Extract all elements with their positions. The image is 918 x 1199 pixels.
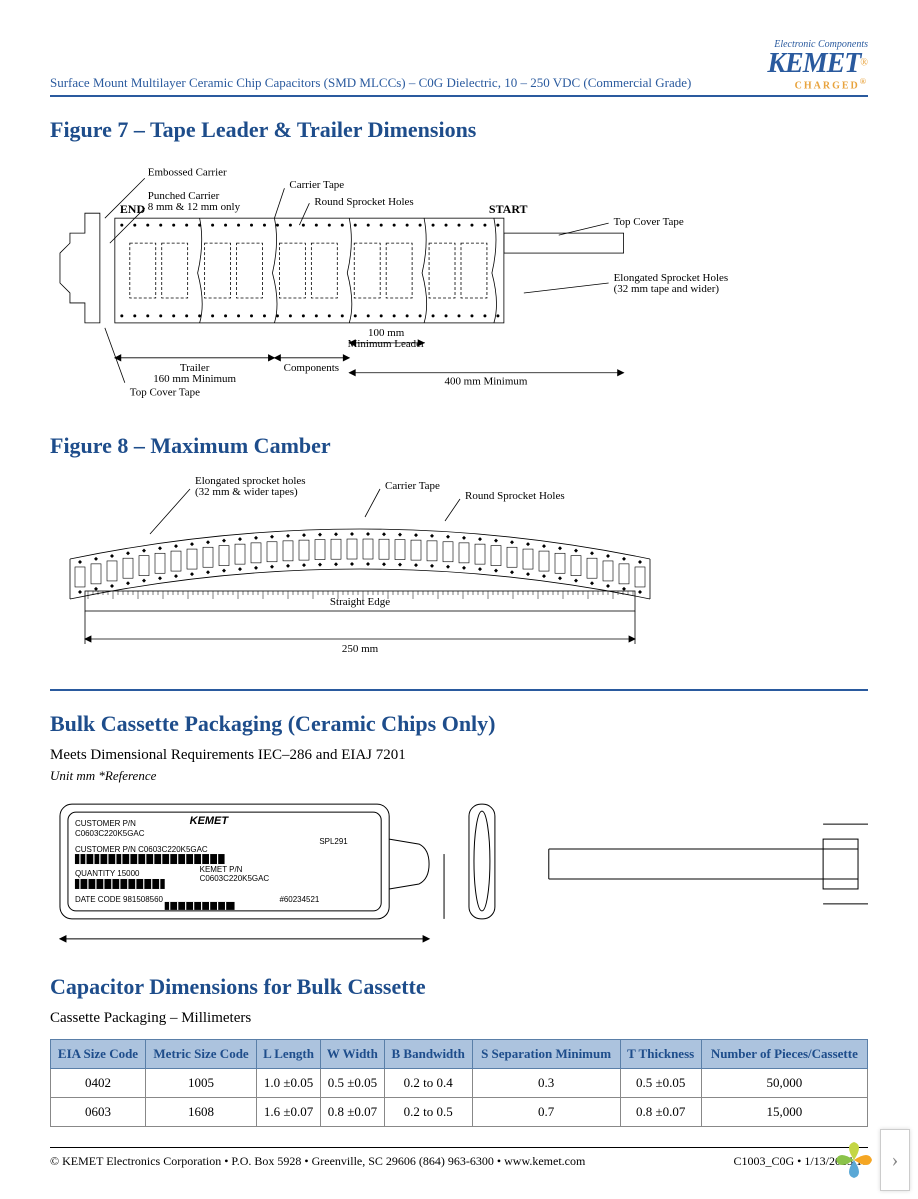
lbl-straight: Straight Edge <box>330 596 390 608</box>
fig8-diagram: Elongated sprocket holes(32 mm & wider t… <box>50 469 670 669</box>
cass-kemet: KEMET <box>190 815 230 827</box>
nav-corner: › <box>834 1129 910 1191</box>
th-bandwidth: B Bandwidth <box>384 1040 472 1069</box>
cass-date: DATE CODE 981508560 <box>75 895 164 904</box>
lbl-round: Round Sprocket Holes <box>314 197 413 209</box>
dim-subtitle: Cassette Packaging – Millimeters <box>50 1010 868 1027</box>
table-cell: 1005 <box>146 1069 257 1098</box>
page-header: Surface Mount Multilayer Ceramic Chip Ca… <box>50 40 868 97</box>
cass-batch: #60234521 <box>279 895 319 904</box>
lbl-embossed: Embossed Carrier <box>148 167 227 179</box>
bulk-unit: Unit mm *Reference <box>50 768 868 784</box>
lbl-400: 400 mm Minimum <box>444 376 527 388</box>
table-row: 060316081.6 ±0.070.8 ±0.070.2 to 0.50.70… <box>51 1098 868 1127</box>
th-eia: EIA Size Code <box>51 1040 146 1069</box>
cass-desc: CUSTOMER P/N C0603C220K5GAC <box>75 845 208 854</box>
table-cell: 0.2 to 0.4 <box>384 1069 472 1098</box>
cass-cust: CUSTOMER P/N <box>75 819 136 828</box>
logo: Electronic Components KEMET® CHARGED® <box>767 40 868 91</box>
table-cell: 1.0 ±0.05 <box>257 1069 321 1098</box>
bulk-req: Meets Dimensional Requirements IEC–286 a… <box>50 747 868 764</box>
fig8-title: Figure 8 – Maximum Camber <box>50 433 868 459</box>
th-pieces: Number of Pieces/Cassette <box>701 1040 867 1069</box>
lbl-topcover: Top Cover Tape <box>614 216 684 228</box>
lbl-elongated8: Elongated sprocket holes(32 mm & wider t… <box>195 475 306 498</box>
table-cell: 0603 <box>51 1098 146 1127</box>
fig7-diagram: Embossed Carrier Punched Carrier8 mm & 1… <box>50 153 868 413</box>
lbl-punched: Punched Carrier8 mm & 12 mm only <box>148 191 241 214</box>
table-row: 040210051.0 ±0.050.5 ±0.050.2 to 0.40.30… <box>51 1069 868 1098</box>
lbl-250: 250 mm <box>342 643 379 655</box>
table-cell: 0.3 <box>472 1069 620 1098</box>
table-cell: 0.7 <box>472 1098 620 1127</box>
lbl-components: Components <box>284 362 339 374</box>
next-page-button[interactable]: › <box>880 1129 910 1191</box>
lbl-carrier8: Carrier Tape <box>385 480 440 492</box>
th-metric: Metric Size Code <box>146 1040 257 1069</box>
logo-main: KEMET <box>767 48 860 79</box>
table-cell: 1608 <box>146 1098 257 1127</box>
lbl-100: 100 mmMinimum Leader <box>348 327 425 350</box>
th-separation: S Separation Minimum <box>472 1040 620 1069</box>
dim-title: Capacitor Dimensions for Bulk Cassette <box>50 974 868 1000</box>
cass-pn: C0603C220K5GAC <box>75 829 145 838</box>
logo-charged: CHARGED <box>795 80 860 91</box>
leaf-icon <box>834 1140 874 1180</box>
lbl-start: START <box>489 202 528 216</box>
table-cell: 0.8 ±0.07 <box>320 1098 384 1127</box>
lbl-topcover2: Top Cover Tape <box>130 387 200 399</box>
lbl-end: END <box>120 202 146 216</box>
cass-spl: SPL291 <box>319 837 348 846</box>
table-cell: 0.8 ±0.07 <box>620 1098 701 1127</box>
lbl-elongated: Elongated Sprocket Holes(32 mm tape and … <box>614 272 729 295</box>
th-thickness: T Thickness <box>620 1040 701 1069</box>
cass-kpn: KEMET P/NC0603C220K5GAC <box>200 865 270 883</box>
th-length: L Length <box>257 1040 321 1069</box>
table-cell: 0402 <box>51 1069 146 1098</box>
lbl-round8: Round Sprocket Holes <box>465 490 565 502</box>
table-cell: 0.5 ±0.05 <box>620 1069 701 1098</box>
cass-qty: QUANTITY 15000 <box>75 869 140 878</box>
divider <box>50 689 868 691</box>
footer-left: © KEMET Electronics Corporation • P.O. B… <box>50 1154 585 1169</box>
doc-title: Surface Mount Multilayer Ceramic Chip Ca… <box>50 75 691 91</box>
fig7-title: Figure 7 – Tape Leader & Trailer Dimensi… <box>50 117 868 143</box>
table-cell: 50,000 <box>701 1069 867 1098</box>
bulk-diagram: CUSTOMER P/N C0603C220K5GAC KEMET CUSTOM… <box>50 794 868 954</box>
lbl-trailer: Trailer160 mm Minimum <box>153 362 236 385</box>
dim-table: EIA Size Code Metric Size Code L Length … <box>50 1039 868 1127</box>
lbl-carrier: Carrier Tape <box>289 180 344 192</box>
th-width: W Width <box>320 1040 384 1069</box>
table-cell: 1.6 ±0.07 <box>257 1098 321 1127</box>
bulk-title: Bulk Cassette Packaging (Ceramic Chips O… <box>50 711 868 737</box>
table-header-row: EIA Size Code Metric Size Code L Length … <box>51 1040 868 1069</box>
table-cell: 15,000 <box>701 1098 867 1127</box>
page-footer: © KEMET Electronics Corporation • P.O. B… <box>50 1147 868 1169</box>
table-cell: 0.2 to 0.5 <box>384 1098 472 1127</box>
table-cell: 0.5 ±0.05 <box>320 1069 384 1098</box>
